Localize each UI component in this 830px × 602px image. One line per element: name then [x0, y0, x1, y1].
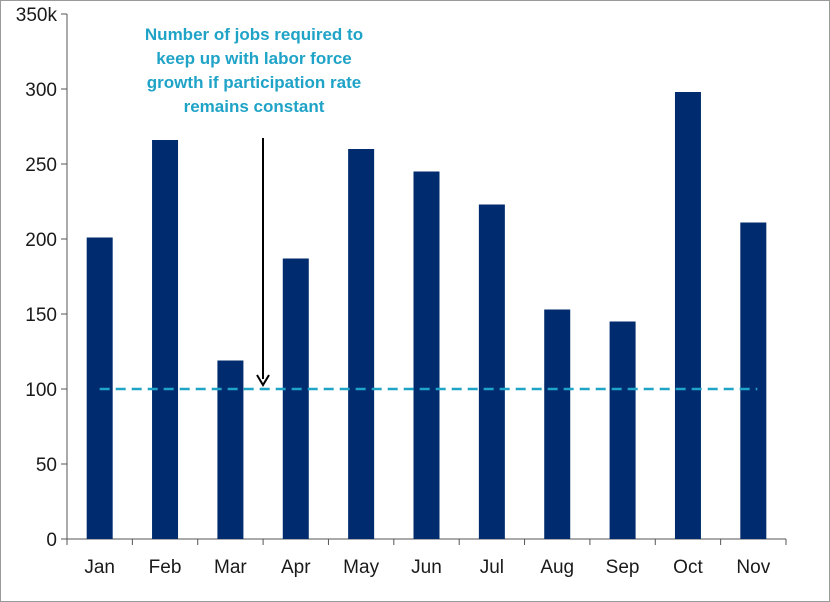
y-tick-label: 250	[25, 155, 57, 176]
bar-aug	[544, 309, 571, 539]
bar-nov	[740, 222, 767, 539]
y-tick-label: 50	[36, 455, 57, 476]
annotation-text: Number of jobs required to keep up with …	[119, 23, 389, 119]
bar-oct	[674, 92, 701, 539]
y-tick-label: 0	[46, 530, 57, 551]
x-tick-label: Jan	[84, 557, 115, 578]
x-tick-label: Feb	[149, 557, 182, 578]
x-tick-label: Mar	[214, 557, 247, 578]
bar-jul	[478, 204, 505, 539]
x-tick-label: Sep	[606, 557, 640, 578]
x-tick-label: Nov	[736, 557, 770, 578]
x-tick-label: May	[343, 557, 379, 578]
bar-may	[348, 149, 375, 539]
x-tick-label: Apr	[281, 557, 311, 578]
x-tick-label: Jul	[480, 557, 504, 578]
annotation-arrow-head	[256, 374, 270, 387]
y-tick-label: 350k	[16, 5, 58, 26]
bar-sep	[609, 321, 636, 539]
annotation-line-3: growth if participation rate	[146, 73, 362, 92]
bar-feb	[152, 140, 179, 539]
bar-jun	[413, 171, 440, 539]
y-tick-label: 300	[25, 80, 57, 101]
annotation-line-1: Number of jobs required to	[144, 25, 364, 44]
axes-layer: 0 50 100 150 200 250 300 350k Jan Feb Mar Apr May Jun…	[16, 5, 787, 578]
annotation-line-2: keep up with labor force	[156, 49, 352, 68]
y-tick-label: 100	[25, 380, 57, 401]
x-tick-label: Aug	[540, 557, 574, 578]
bars-layer	[86, 92, 767, 539]
annotation-arrow-layer	[256, 138, 270, 387]
bar-apr	[282, 258, 309, 539]
y-tick-label: 200	[25, 230, 57, 251]
annotation-line-4: remains constant	[183, 97, 325, 116]
bar-mar	[217, 360, 244, 539]
x-tick-label: Jun	[411, 557, 442, 578]
x-tick-label: Oct	[673, 557, 703, 578]
y-tick-label: 150	[25, 305, 57, 326]
